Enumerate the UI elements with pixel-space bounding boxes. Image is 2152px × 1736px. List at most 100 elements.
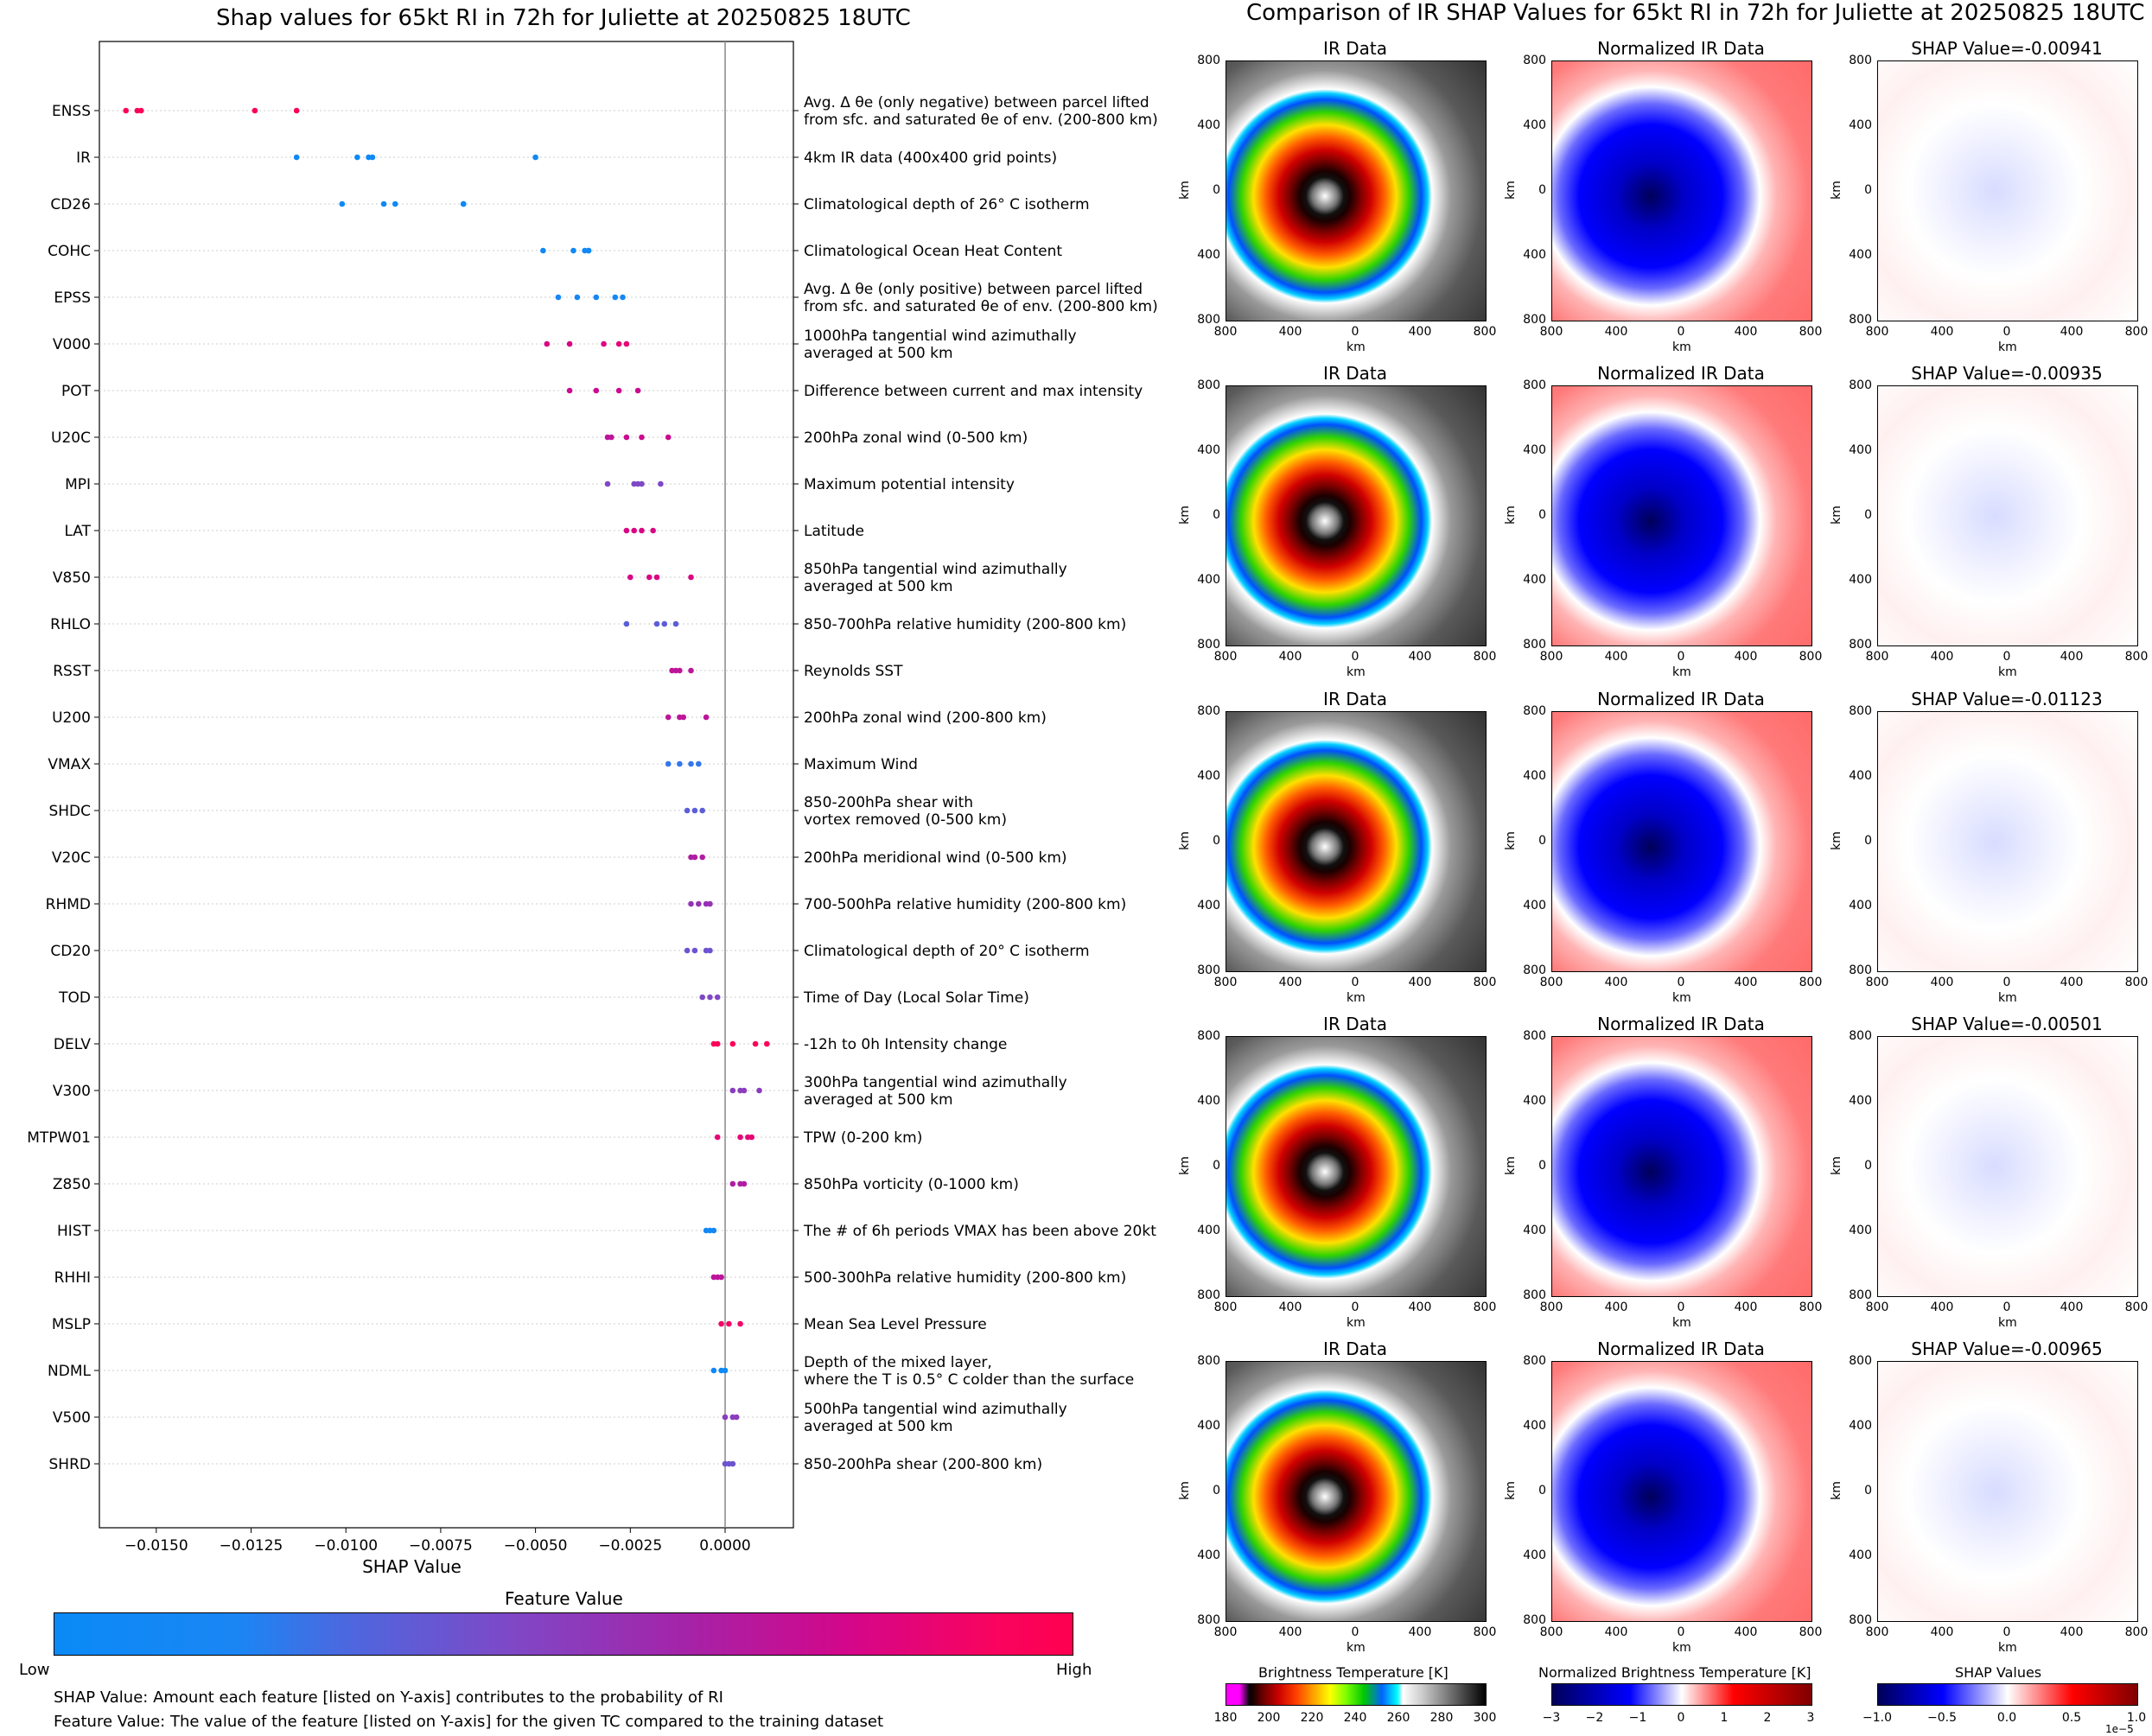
x-tick-label: 800 [1799,325,1823,339]
x-axis-label: km [1672,991,1691,1005]
x-tick-label: 800 [1213,1625,1238,1639]
x-tick-label: 800 [1473,1300,1497,1314]
feature-label-mtpw01: MTPW01 [27,1129,91,1147]
x-tick-label: 400 [1278,1625,1302,1639]
x-tick-label: 400 [2060,650,2084,664]
ir-image [1226,1036,1487,1297]
x-tick-label: 0 [1351,1300,1359,1314]
x-tick-label: 400 [1930,650,1954,664]
panel-title: SHAP Value=-0.00501 [1911,1014,2103,1034]
colorbar-tick: −1 [1628,1711,1647,1725]
feature-desc-mtpw01: TPW (0-200 km) [803,1129,922,1147]
y-tick-label: 400 [1197,118,1220,132]
shap-point [722,1414,729,1421]
x-tick-label: 400 [1278,325,1302,339]
feature-label-enss: ENSS [52,103,91,120]
feature-desc-vmax: Maximum Wind [804,756,918,773]
x-tick-label: 400 [2060,325,2084,339]
shap-point [251,107,258,114]
shap-point [123,107,130,114]
shap-image [1877,60,2138,321]
x-tick-label: −0.0050 [504,1537,568,1555]
x-tick-label: 800 [1539,650,1563,664]
feature-desc-pot: Difference between current and max inten… [804,383,1143,400]
y-tick-label: 0 [1864,1159,1872,1173]
y-axis-label: km [1829,181,1843,200]
x-tick-label: 400 [1604,976,1628,989]
shap-image [1877,711,2138,972]
nbt-colorbar-label: Normalized Brightness Temperature [K] [1538,1664,1811,1681]
shap-point [555,294,562,301]
feature-desc-ndml: where the T is 0.5° C colder than the su… [804,1371,1134,1389]
shap-point [665,760,672,767]
y-tick-label: 800 [1849,1613,1872,1627]
feature-label-u20c: U20C [51,429,91,447]
x-axis-label: km [1998,991,2017,1005]
feature-desc-delv: -12h to 0h Intensity change [804,1036,1007,1053]
y-axis-label: km [1177,1481,1192,1500]
y-tick-label: 0 [1538,508,1546,522]
feature-label-cohc: COHC [48,243,91,260]
feature-label-z850: Z850 [53,1176,91,1193]
y-axis-label: km [1829,506,1843,525]
shap-point [354,154,360,161]
shap-point [714,994,721,1001]
panel-title: Normalized IR Data [1597,1014,1765,1034]
shap-point [688,760,694,767]
feature-label-rsst: RSST [53,663,91,680]
x-tick-label: 400 [1604,1625,1628,1639]
y-tick-label: 800 [1523,378,1546,392]
panel-title: IR Data [1323,363,1387,384]
shap-point [653,620,660,627]
y-tick-label: 400 [1849,899,1872,913]
shap-point [752,1040,759,1047]
feature-desc-cd20: Climatological depth of 20° C isotherm [804,943,1090,960]
x-tick-label: 800 [1213,976,1238,989]
feature-desc-v500: 500hPa tangential wind azimuthally [804,1401,1067,1418]
feature-colorbar-high: High [1056,1661,1092,1679]
y-tick-label: 400 [1197,1224,1220,1237]
x-tick-label: 800 [1865,650,1889,664]
shap-point [703,714,710,721]
colorbar-tick: 180 [1213,1711,1238,1725]
x-tick-label: 800 [1539,325,1563,339]
x-tick-label: 400 [1930,1300,1954,1314]
x-tick-label: 800 [1473,976,1497,989]
panel-title: IR Data [1323,38,1387,59]
x-tick-label: 0 [2002,976,2011,989]
panel-title: Normalized IR Data [1597,689,1765,709]
y-tick-label: 400 [1849,248,1872,262]
shap-point [729,1087,736,1094]
shap-point [532,154,538,161]
feature-desc-v300: 300hPa tangential wind azimuthally [804,1074,1067,1091]
x-axis-label: km [1347,991,1366,1005]
shap-point [631,527,638,534]
nbt-colorbar [1551,1683,1812,1706]
feature-label-hist: HIST [57,1223,92,1240]
colorbar-tick: 260 [1386,1711,1410,1725]
feature-label-v500: V500 [53,1409,91,1427]
shap-point [691,854,698,861]
y-tick-label: 400 [1197,573,1220,587]
y-tick-label: 0 [1538,1484,1546,1498]
x-tick-label: 400 [1408,976,1432,989]
colorbar-tick: 300 [1473,1711,1497,1725]
x-tick-label: 400 [1408,650,1432,664]
ir-image [1226,385,1487,646]
colorbar-tick: 0 [1677,1711,1685,1725]
x-tick-label: 800 [2124,976,2149,989]
shap-point [623,527,630,534]
y-tick-label: 400 [1523,573,1546,587]
colorbar-tick: 3 [1806,1711,1815,1725]
feature-desc-ndml: Depth of the mixed layer, [804,1354,992,1371]
shap-image [1877,385,2138,646]
feature-colorbar-low: Low [19,1661,50,1679]
y-tick-label: 400 [1523,443,1546,457]
colorbar-tick: 200 [1257,1711,1281,1725]
panel-title: IR Data [1323,1014,1387,1034]
x-tick-label: −0.0125 [220,1537,283,1555]
x-tick-label: 800 [2124,650,2149,664]
x-tick-label: −0.0025 [598,1537,662,1555]
feature-colorbar-title: Feature Value [505,1588,623,1609]
x-tick-label: −0.0100 [314,1537,378,1555]
